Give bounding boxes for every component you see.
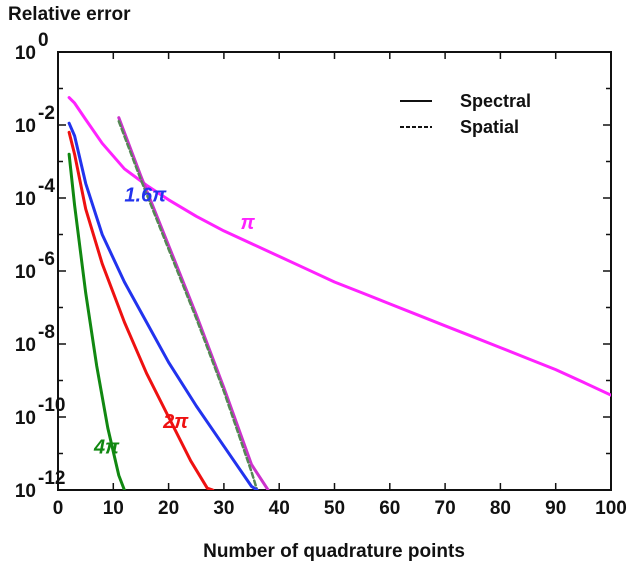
x-tick-label: 50 xyxy=(324,498,345,519)
curve-steep xyxy=(117,116,270,490)
svg-text:-2: -2 xyxy=(38,103,55,124)
legend-label: Spectral xyxy=(460,91,531,111)
curve-1-6 xyxy=(67,121,259,490)
y-tick-label: 10-10 xyxy=(15,395,66,429)
x-tick-label: 0 xyxy=(53,498,64,519)
svg-text:10: 10 xyxy=(15,189,36,210)
y-axis-title: Relative error xyxy=(8,4,131,25)
x-tick-label: 30 xyxy=(213,498,234,519)
x-tick-label: 90 xyxy=(545,498,566,519)
svg-text:10: 10 xyxy=(15,335,36,356)
curve-series xyxy=(67,96,611,397)
curve-2 xyxy=(67,130,215,490)
svg-text:10: 10 xyxy=(15,408,36,429)
curve-steep-spatial xyxy=(117,120,259,490)
x-tick-label: 70 xyxy=(435,498,456,519)
y-tick-label: 10-6 xyxy=(15,249,55,283)
curve-label: π xyxy=(240,212,255,234)
y-tick-label: 10-8 xyxy=(15,322,55,356)
svg-text:-12: -12 xyxy=(38,468,65,489)
x-axis-title: Number of quadrature points xyxy=(203,541,465,562)
curve-4 xyxy=(67,152,126,490)
y-tick-label: 10-12 xyxy=(15,468,66,502)
x-tick-label: 100 xyxy=(595,498,627,519)
x-tick-label: 20 xyxy=(158,498,179,519)
svg-text:10: 10 xyxy=(15,481,36,502)
curve-label: 4π xyxy=(93,437,120,459)
y-tick-label: 100 xyxy=(15,30,49,64)
svg-text:0: 0 xyxy=(38,30,49,51)
x-tick-label: 80 xyxy=(490,498,511,519)
svg-text:-8: -8 xyxy=(38,322,55,343)
svg-text:10: 10 xyxy=(15,43,36,64)
x-tick-label: 40 xyxy=(269,498,290,519)
svg-text:10: 10 xyxy=(15,262,36,283)
legend-label: Spatial xyxy=(460,117,519,137)
x-tick-label: 10 xyxy=(103,498,124,519)
curve-label: 1.6π xyxy=(124,185,167,207)
x-tick-label: 60 xyxy=(379,498,400,519)
curve-label: 2π xyxy=(162,411,189,433)
svg-text:10: 10 xyxy=(15,116,36,137)
plot-frame xyxy=(57,51,612,491)
y-tick-label: 10-4 xyxy=(15,176,55,210)
y-tick-label: 10-2 xyxy=(15,103,55,137)
svg-text:-4: -4 xyxy=(38,176,55,197)
svg-text:-6: -6 xyxy=(38,249,55,270)
svg-text:-10: -10 xyxy=(38,395,65,416)
